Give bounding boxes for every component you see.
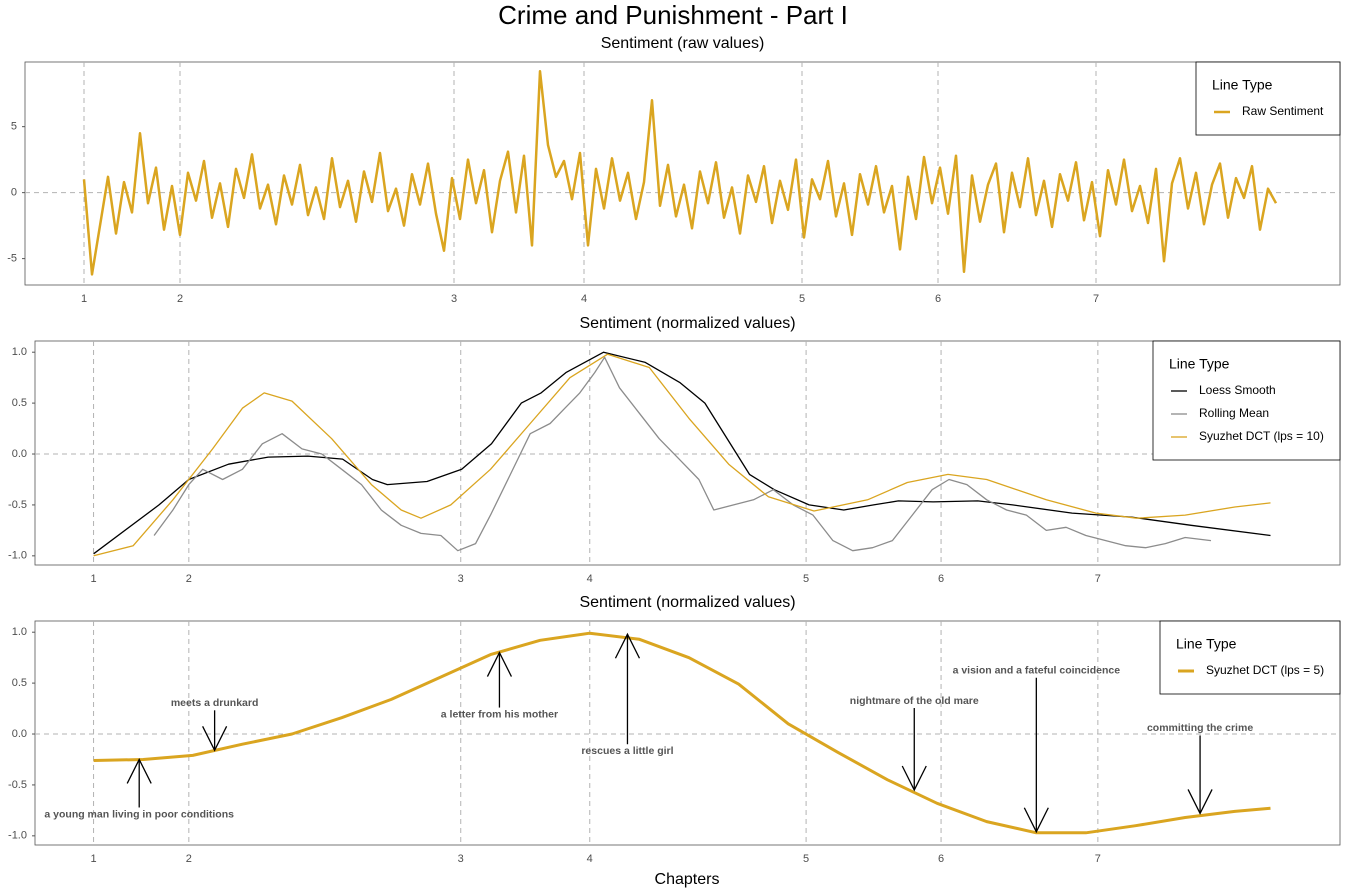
plot-frame: [34, 340, 1341, 566]
x-tick-label: 1: [90, 573, 96, 585]
legend-box: [1195, 61, 1341, 136]
series-line: [153, 356, 1212, 552]
y-tick-label: 0.0: [12, 728, 27, 740]
x-tick-label: 3: [458, 573, 464, 585]
annotation-label: a vision and a fateful coincidence: [953, 665, 1121, 677]
annotation-label: a letter from his mother: [441, 708, 558, 720]
y-tick-label: 1.0: [12, 346, 27, 358]
arrow-head: [486, 651, 513, 677]
legend-title: Line Type: [1176, 636, 1237, 652]
chart-title: Sentiment (raw values): [601, 35, 765, 52]
chart-title: Sentiment (normalized values): [579, 594, 795, 611]
arrow-head: [1023, 807, 1049, 834]
x-axis-title: Chapters: [655, 871, 720, 888]
arrow-head: [126, 758, 152, 784]
x-tick-label: 2: [177, 293, 183, 305]
legend-title: Line Type: [1169, 356, 1230, 372]
x-tick-label: 6: [935, 293, 941, 305]
x-tick-label: 3: [451, 293, 457, 305]
y-tick-label: 0: [11, 187, 17, 199]
annotation-label: rescues a little girl: [581, 745, 673, 757]
plot-frame: [34, 620, 1341, 846]
y-tick-label: 0.0: [12, 448, 27, 460]
y-tick-label: 0.5: [12, 677, 27, 689]
x-tick-label: 5: [803, 853, 809, 865]
y-tick-label: -0.5: [8, 779, 27, 791]
chart-title: Sentiment (normalized values): [579, 315, 795, 332]
x-tick-label: 4: [587, 573, 593, 585]
x-tick-label: 4: [581, 293, 587, 305]
x-tick-label: 1: [90, 853, 96, 865]
annotation-label: a young man living in poor conditions: [44, 808, 234, 820]
x-tick-label: 5: [799, 293, 805, 305]
legend-label: Raw Sentiment: [1242, 104, 1324, 118]
y-tick-label: -1.0: [8, 830, 27, 842]
legend-label: Syuzhet DCT (lps = 5): [1206, 663, 1324, 677]
arrow-head: [202, 726, 228, 752]
legend-box: [1159, 620, 1341, 695]
x-tick-label: 7: [1095, 853, 1101, 865]
x-tick-label: 3: [458, 853, 464, 865]
x-tick-label: 5: [803, 573, 809, 585]
arrow-head: [614, 632, 641, 659]
x-tick-label: 7: [1093, 293, 1099, 305]
series-line: [82, 69, 1278, 276]
y-tick-label: 1.0: [12, 626, 27, 638]
x-tick-label: 6: [938, 573, 944, 585]
x-tick-label: 2: [186, 573, 192, 585]
y-tick-label: 0.5: [12, 397, 27, 409]
annotation-label: meets a drunkard: [171, 697, 259, 709]
y-tick-label: -1.0: [8, 550, 27, 562]
x-tick-label: 4: [587, 853, 593, 865]
x-tick-label: 6: [938, 853, 944, 865]
y-tick-label: 5: [11, 121, 17, 133]
y-tick-label: -5: [7, 253, 17, 265]
series-line: [93, 631, 1271, 835]
x-tick-label: 1: [81, 293, 87, 305]
legend-label: Loess Smooth: [1199, 383, 1276, 397]
series-line: [93, 351, 1271, 555]
y-tick-label: -0.5: [8, 499, 27, 511]
legend-label: Rolling Mean: [1199, 406, 1269, 420]
arrow-head: [901, 765, 927, 792]
legend-box: [1152, 340, 1341, 461]
annotation-label: nightmare of the old mare: [850, 695, 979, 707]
x-tick-label: 2: [186, 853, 192, 865]
arrow-head: [1187, 789, 1213, 815]
legend-label: Syuzhet DCT (lps = 10): [1199, 429, 1324, 443]
page-title: Crime and Punishment - Part I: [498, 0, 848, 30]
plot-frame: [24, 61, 1341, 286]
legend-title: Line Type: [1212, 77, 1273, 93]
series-line: [93, 353, 1271, 557]
x-tick-label: 7: [1095, 573, 1101, 585]
annotation-label: committing the crime: [1147, 722, 1253, 734]
